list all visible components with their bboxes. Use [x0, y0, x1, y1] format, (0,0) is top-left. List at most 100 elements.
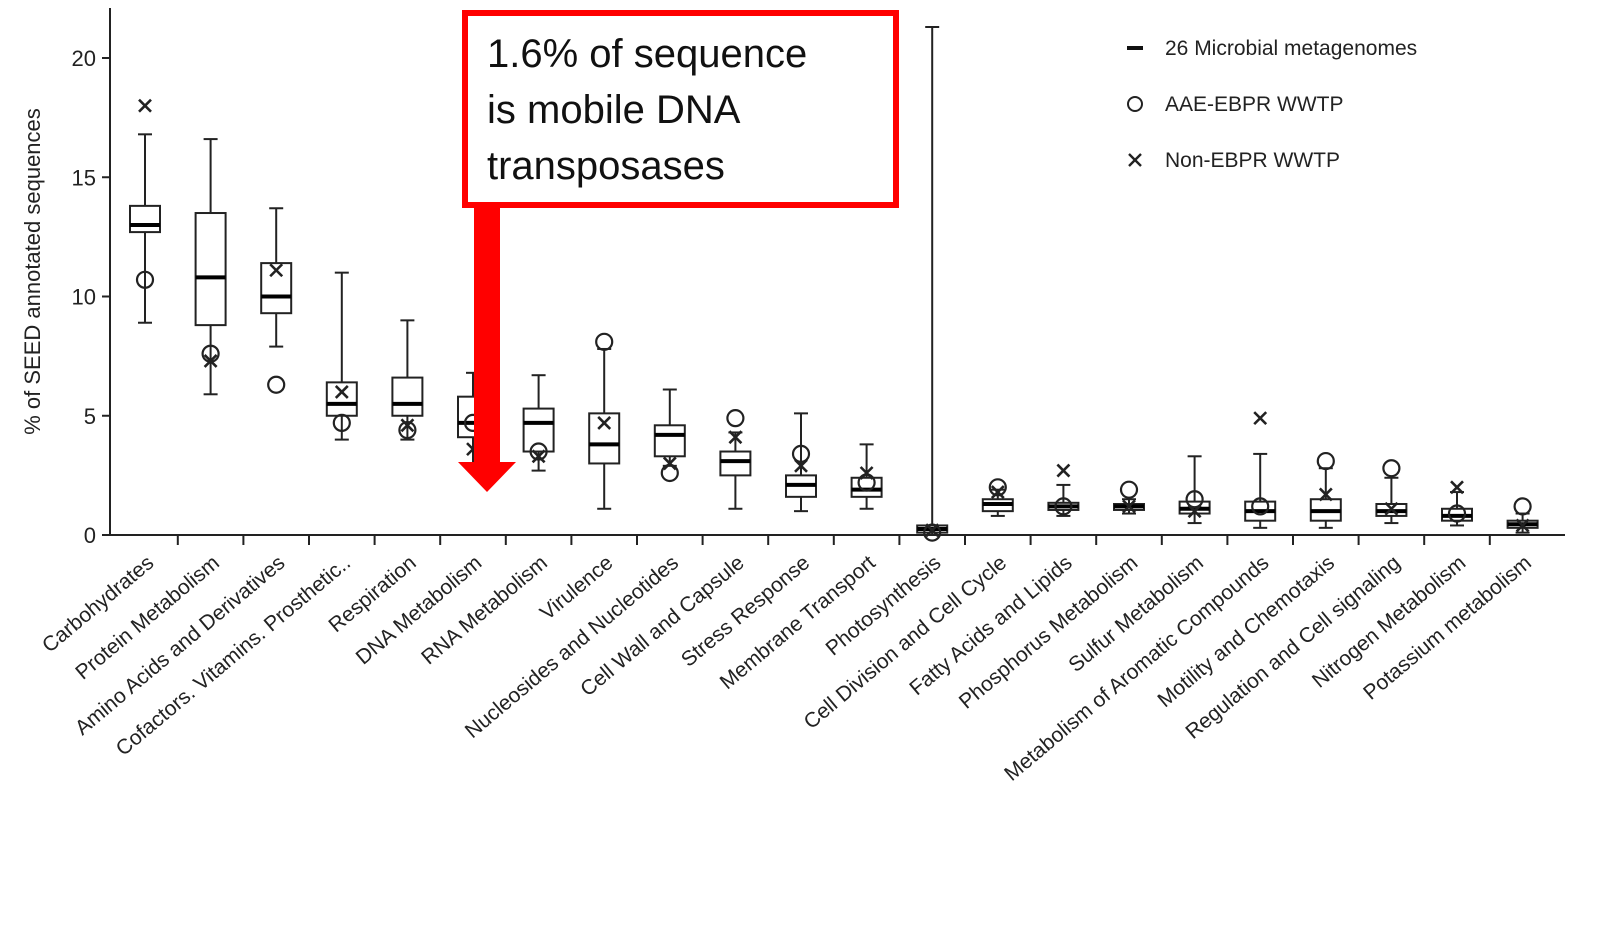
aae-ebpr-point — [1382, 459, 1401, 478]
aae-ebpr-point — [529, 442, 548, 461]
iqr-box — [129, 204, 161, 234]
non-ebpr-point — [400, 418, 415, 433]
non-ebpr-point — [728, 430, 743, 445]
cross-stroke — [1450, 480, 1464, 495]
cross-stroke — [1187, 504, 1202, 519]
iqr-box — [719, 450, 752, 477]
y-tick-label: 20 — [72, 46, 96, 71]
iqr-box — [653, 424, 686, 458]
legend: 26 Microbial metagenomes AAE-EBPR WWTP Non… — [1127, 37, 1417, 172]
cross-stroke — [531, 449, 546, 464]
cross-stroke — [859, 466, 874, 480]
callout-line-2: is mobile DNA — [487, 88, 741, 132]
box-22 — [1506, 512, 1539, 534]
cross-stroke — [728, 430, 743, 445]
box-18 — [1244, 452, 1277, 529]
cross-stroke — [1056, 463, 1071, 478]
aae-ebpr-point — [1251, 497, 1270, 516]
iqr-box — [391, 376, 424, 417]
aae-ebpr-point — [726, 409, 745, 428]
cross-stroke — [794, 458, 808, 473]
legend-label: AAE-EBPR WWTP — [1165, 93, 1344, 116]
box-13 — [916, 25, 949, 536]
cross-stroke — [1128, 153, 1142, 167]
iqr-box — [588, 412, 621, 465]
non-ebpr-point — [203, 353, 218, 368]
box-9 — [653, 388, 686, 467]
aae-ebpr-point — [1447, 504, 1467, 523]
box-19 — [1309, 467, 1342, 529]
y-tick-label: 15 — [72, 165, 96, 190]
cross-stroke — [138, 98, 152, 113]
cross-stroke — [1384, 501, 1399, 516]
cross-stroke — [925, 523, 940, 538]
non-ebpr-point — [269, 263, 284, 278]
non-ebpr-point — [1122, 499, 1136, 514]
box-3 — [260, 207, 293, 348]
aae-ebpr-point — [267, 375, 286, 394]
legend-label: Non-EBPR WWTP — [1165, 149, 1340, 172]
non-ebpr-point — [597, 415, 612, 430]
aae-ebpr-point — [398, 420, 417, 440]
non-ebpr-point — [794, 458, 808, 473]
aae-ebpr-point — [1185, 490, 1204, 509]
non-ebpr-point — [1253, 411, 1268, 426]
non-ebpr-point — [662, 456, 677, 471]
aae-ebpr-point — [135, 270, 155, 289]
legend-circle-symbol — [1127, 96, 1143, 112]
cross-stroke — [1318, 487, 1333, 502]
aae-ebpr-point — [791, 444, 811, 464]
cross-stroke — [269, 263, 284, 278]
callout-line-3: transposases — [487, 144, 725, 188]
box-12 — [850, 443, 883, 510]
y-tick-label: 10 — [72, 285, 96, 310]
x-category-label: Photosynthesis — [822, 551, 946, 660]
box-15 — [1047, 483, 1080, 517]
box-7 — [522, 374, 555, 472]
non-ebpr-point — [1384, 501, 1399, 516]
box-1 — [129, 133, 161, 324]
iqr-box — [522, 407, 555, 453]
non-ebpr-point — [1515, 518, 1530, 533]
cross-stroke — [990, 485, 1005, 499]
non-ebpr-point — [1450, 480, 1464, 495]
box-5 — [391, 319, 424, 441]
callout-line-1: 1.6% of sequence — [487, 32, 807, 76]
non-ebpr-point — [1056, 463, 1071, 478]
non-ebpr-point — [1318, 487, 1333, 502]
x-category-label: Carbohydrates — [38, 551, 158, 657]
legend-cross-symbol — [1128, 153, 1142, 167]
callout-arrow — [458, 208, 516, 492]
y-axis-title: % of SEED annotated sequences — [20, 108, 45, 435]
non-ebpr-point — [925, 523, 940, 538]
iqr-box — [325, 381, 358, 417]
axes: 0 5 10 15 20 % of SEED annotated sequences — [20, 8, 1565, 548]
cross-stroke — [662, 456, 677, 471]
non-ebpr-point — [859, 466, 874, 480]
iqr-box — [850, 476, 883, 498]
cross-stroke — [597, 415, 612, 430]
aae-ebpr-point — [332, 413, 351, 433]
cross-stroke — [203, 353, 218, 368]
aae-ebpr-point — [595, 332, 614, 351]
box-4 — [325, 271, 358, 441]
callout-box — [462, 10, 899, 208]
cross-stroke — [1253, 411, 1268, 426]
box-10 — [719, 431, 752, 510]
aae-ebpr-point — [1054, 497, 1073, 516]
aae-ebpr-point — [988, 478, 1007, 497]
cross-stroke — [334, 384, 349, 399]
aae-ebpr-point — [1119, 480, 1139, 499]
y-tick-label: 5 — [84, 404, 96, 429]
box-2 — [194, 138, 227, 396]
iqr-box — [194, 212, 227, 327]
aae-ebpr-point — [1316, 451, 1335, 471]
aae-ebpr-point — [1513, 497, 1532, 516]
non-ebpr-point — [1187, 504, 1202, 519]
box-8 — [588, 347, 621, 510]
box-11 — [785, 412, 817, 513]
cross-stroke — [1122, 499, 1136, 514]
